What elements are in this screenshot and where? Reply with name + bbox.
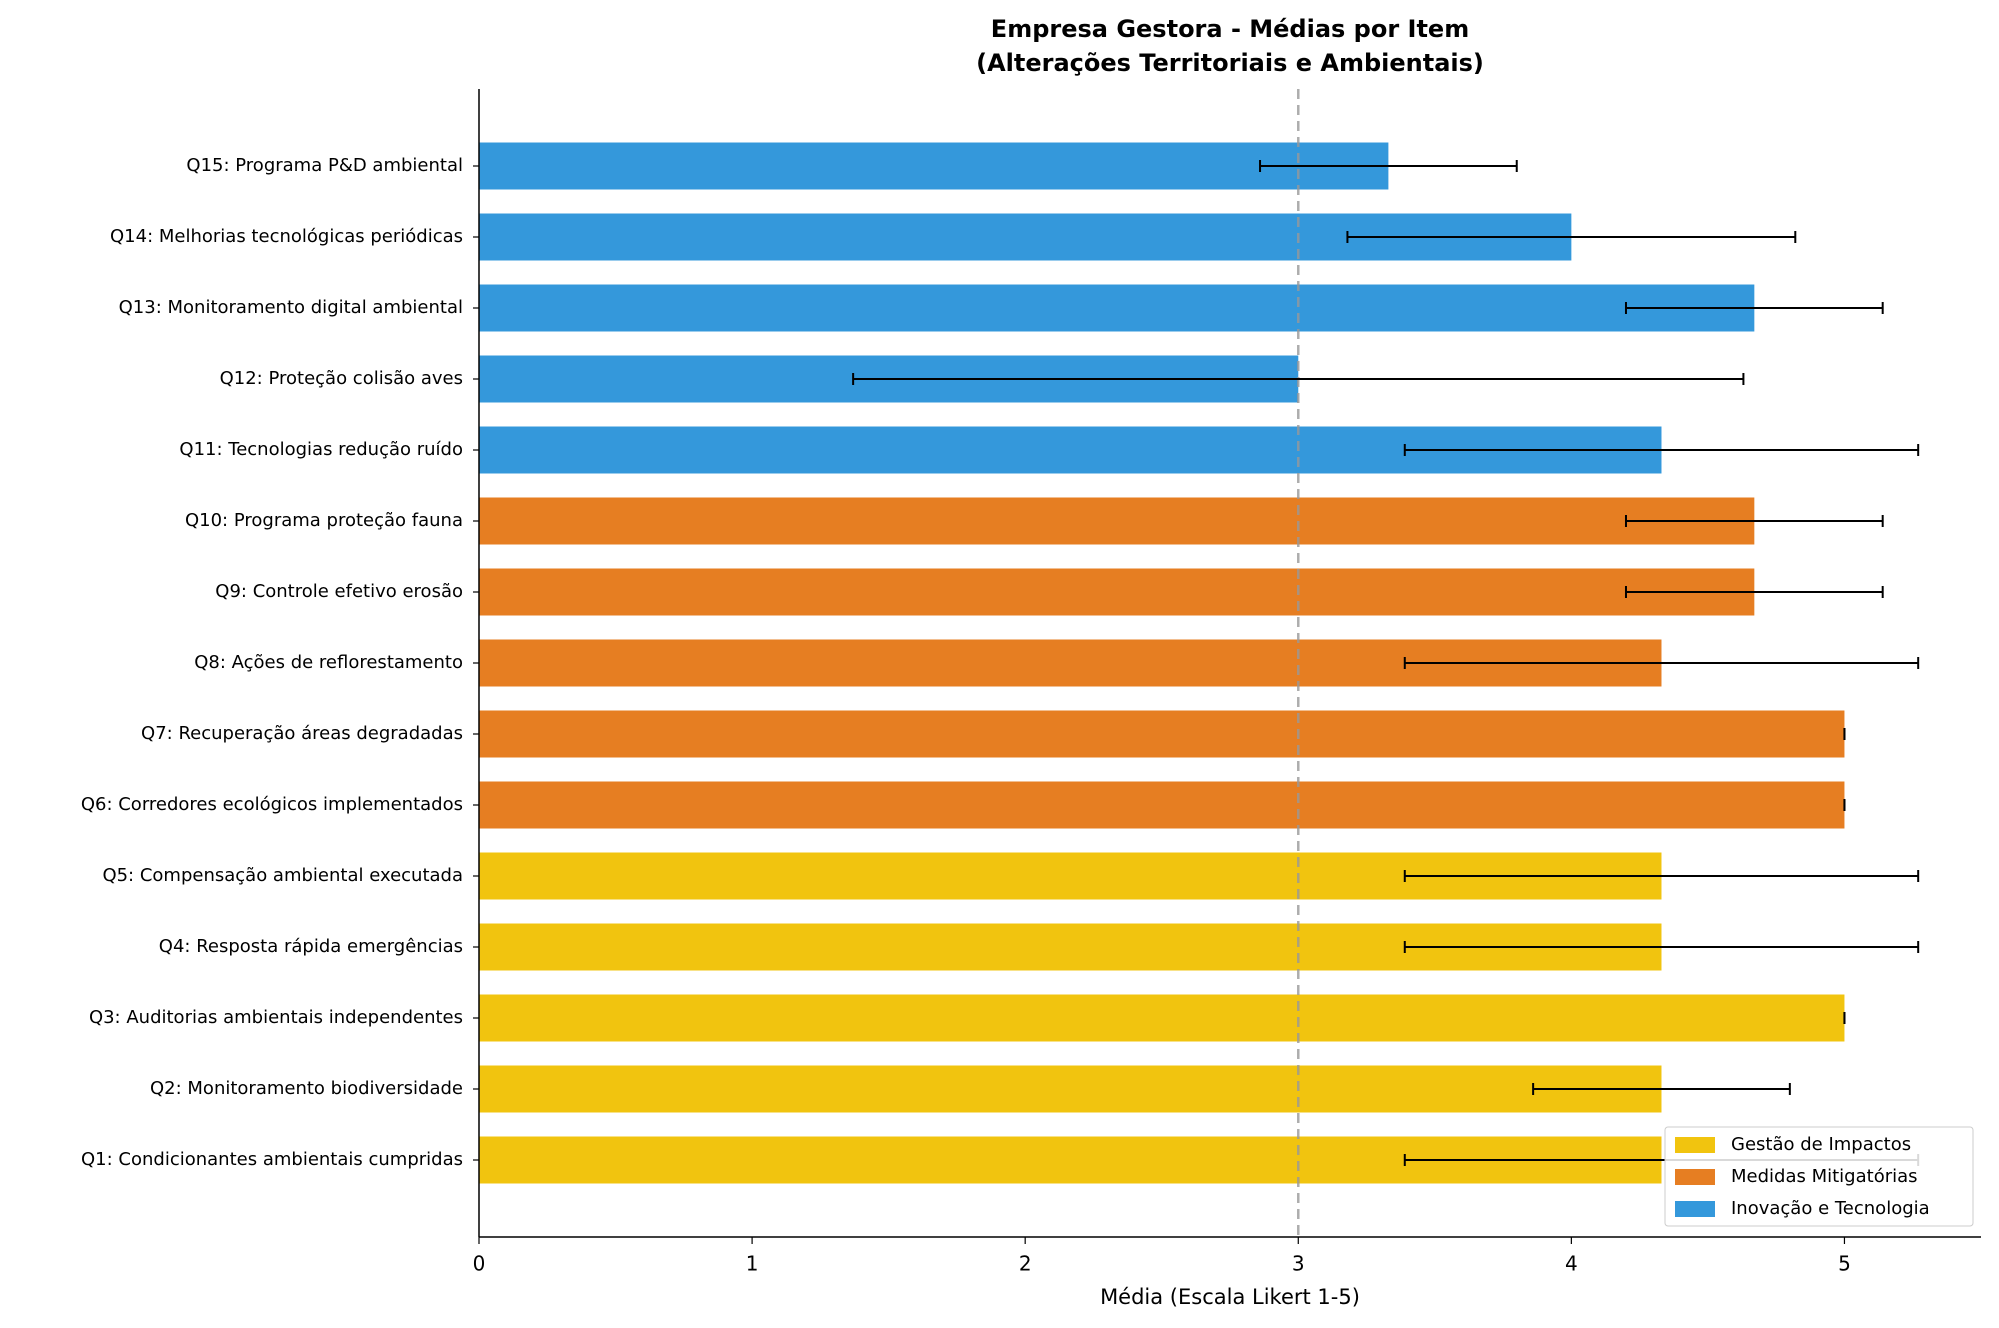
legend-label: Medidas Mitigatórias bbox=[1731, 1166, 1918, 1187]
x-tick-label: 1 bbox=[746, 1252, 759, 1276]
y-tick-label: Q14: Melhorias tecnológicas periódicas bbox=[110, 226, 463, 247]
y-tick-label: Q3: Auditorias ambientais independentes bbox=[89, 1007, 463, 1028]
legend-box bbox=[1664, 1126, 1974, 1227]
legend-label: Inovação e Tecnologia bbox=[1731, 1198, 1930, 1219]
x-tick-label: 4 bbox=[1565, 1252, 1578, 1276]
bar bbox=[479, 284, 1755, 332]
y-tick-label: Q11: Tecnologias redução ruído bbox=[179, 439, 463, 460]
bar bbox=[479, 568, 1755, 616]
y-tick-label: Q2: Monitoramento biodiversidade bbox=[150, 1078, 463, 1099]
y-tick-label: Q7: Recuperação áreas degradadas bbox=[141, 723, 463, 744]
x-tick-label: 5 bbox=[1838, 1252, 1851, 1276]
x-axis-label: Média (Escala Likert 1-5) bbox=[1100, 1285, 1360, 1309]
legend-swatch bbox=[1675, 1201, 1715, 1217]
bar bbox=[479, 497, 1755, 545]
y-tick-label: Q6: Corredores ecológicos implementados bbox=[81, 794, 463, 815]
bar bbox=[479, 781, 1845, 829]
x-tick-label: 3 bbox=[1292, 1252, 1305, 1276]
bar bbox=[479, 994, 1845, 1042]
x-tick-label: 2 bbox=[1019, 1252, 1032, 1276]
y-tick-label: Q12: Proteção colisão aves bbox=[220, 368, 463, 389]
bar bbox=[479, 1065, 1662, 1113]
y-tick-label: Q10: Programa proteção fauna bbox=[185, 510, 463, 531]
legend-label: Gestão de Impactos bbox=[1731, 1134, 1911, 1155]
y-tick-label: Q1: Condicionantes ambientais cumpridas bbox=[81, 1149, 463, 1170]
x-tick-label: 0 bbox=[473, 1252, 486, 1276]
chart-subtitle: (Alterações Territoriais e Ambientais) bbox=[976, 49, 1484, 77]
y-tick-label: Q4: Resposta rápida emergências bbox=[159, 936, 463, 957]
bar bbox=[479, 142, 1389, 190]
bar bbox=[479, 710, 1845, 758]
legend-swatch bbox=[1675, 1169, 1715, 1185]
y-tick-label: Q9: Controle efetivo erosão bbox=[215, 581, 463, 602]
y-tick-label: Q13: Monitoramento digital ambiental bbox=[119, 297, 463, 318]
legend-swatch bbox=[1675, 1137, 1715, 1153]
chart-title: Empresa Gestora - Médias por Item bbox=[991, 15, 1469, 43]
y-tick-label: Q15: Programa P&D ambiental bbox=[186, 155, 463, 176]
y-tick-label: Q8: Ações de reflorestamento bbox=[194, 652, 463, 673]
y-tick-label: Q5: Compensação ambiental executada bbox=[102, 865, 463, 886]
